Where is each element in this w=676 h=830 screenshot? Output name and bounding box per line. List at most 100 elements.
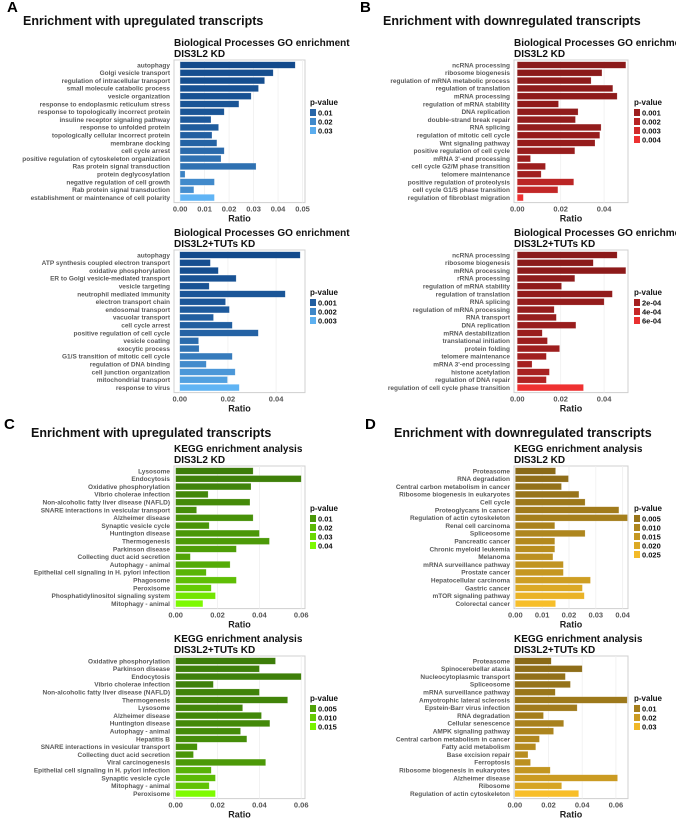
category-label: mRNA surveillance pathway <box>423 562 510 569</box>
bar <box>517 345 560 353</box>
bar <box>175 498 251 506</box>
category-label: Alzheimer disease <box>113 713 170 720</box>
category-label: cell junction organization <box>92 369 170 376</box>
category-label: Cellular senescence <box>447 721 510 728</box>
chart-title: KEGG enrichment analysis <box>514 634 643 645</box>
bar <box>175 766 212 774</box>
category-label: positive regulation of cell cycle <box>414 148 511 155</box>
category-label: Epithelial cell signaling in H. pylori i… <box>34 768 170 775</box>
category-label: Rab protein signal transduction <box>72 187 170 194</box>
category-label: double-strand break repair <box>428 117 511 124</box>
bar <box>179 345 200 353</box>
category-label: translational initiation <box>442 338 510 345</box>
x-tick-label: 0.01 <box>535 611 550 620</box>
bar <box>517 61 627 69</box>
bar <box>515 592 585 600</box>
x-tick-label: 0.04 <box>252 611 267 620</box>
bar <box>179 290 286 298</box>
legend-swatch <box>634 542 640 549</box>
panel-label-d: D <box>365 416 376 433</box>
bar <box>517 100 559 108</box>
legend-swatch <box>310 515 316 522</box>
bar <box>179 170 186 178</box>
legend-swatch <box>310 542 316 549</box>
category-label: DNA replication <box>461 323 510 330</box>
category-label: Parkinson disease <box>113 546 170 553</box>
category-label: regulation of fibroblast migration <box>408 195 510 202</box>
legend-label: 0.005 <box>642 514 661 523</box>
bar <box>175 475 302 483</box>
bar <box>179 329 259 337</box>
category-label: Lysosome <box>138 705 170 712</box>
category-label: establishment or maintenance of cell pol… <box>31 195 171 202</box>
bar <box>517 186 559 194</box>
bar <box>517 282 562 290</box>
bar <box>517 139 596 147</box>
category-label: Ribosome biogenesis in eukaryotes <box>399 768 510 775</box>
category-label: mRNA processing <box>454 94 510 101</box>
bar <box>514 790 579 798</box>
category-label: regulation of mRNA processing <box>413 307 510 314</box>
category-label: positive regulation of proteolysis <box>408 179 511 186</box>
legend-swatch <box>634 308 640 315</box>
bar <box>514 774 618 782</box>
category-label: neutrophil mediated immunity <box>77 291 170 298</box>
legend-swatch <box>634 515 640 522</box>
chart-title: Biological Processes GO enrichment <box>174 228 350 239</box>
bar <box>179 313 214 321</box>
chart-subtitle: DIS3L2+TUTs KD <box>514 239 595 250</box>
category-label: ncRNA processing <box>452 252 510 259</box>
chart-subtitle: DIS3L2+TUTs KD <box>514 645 595 656</box>
category-label: protein folding <box>465 346 511 353</box>
legend-title: p-value <box>634 98 663 107</box>
category-label: regulation of intracellular transport <box>62 78 171 85</box>
x-tick-label: 0.01 <box>197 205 212 214</box>
category-label: Proteasome <box>473 658 511 665</box>
legend-label: 0.005 <box>318 704 337 713</box>
legend-label: 0.03 <box>642 722 657 731</box>
category-label: mRNA 3'-end processing <box>433 156 510 163</box>
bar <box>175 719 271 727</box>
bar <box>517 178 574 186</box>
x-axis-label: Ratio <box>560 214 583 224</box>
legend-swatch <box>310 127 316 134</box>
legend-label: 0.01 <box>318 514 333 523</box>
bar <box>175 592 216 600</box>
category-label: DNA replication <box>461 109 510 116</box>
category-label: vesicle targeting <box>119 284 170 291</box>
bar <box>517 155 531 163</box>
x-tick-label: 0.00 <box>172 395 187 404</box>
legend-swatch <box>310 299 316 306</box>
category-label: Autophagy - animal <box>110 562 171 569</box>
legend-label: 6e-04 <box>642 316 662 325</box>
legend-label: 0.015 <box>318 722 337 731</box>
category-label: Collecting duct acid secretion <box>78 554 170 561</box>
category-label: Viral carcinogenesis <box>107 760 170 767</box>
bar <box>517 108 579 116</box>
bar <box>179 77 265 85</box>
category-label: Endocytosis <box>131 674 170 681</box>
legend-title: p-value <box>634 694 663 703</box>
bar <box>175 704 243 712</box>
category-label: mRNA 3'-end processing <box>433 362 510 369</box>
bar <box>515 498 586 506</box>
category-label: mTOR signaling pathway <box>432 593 510 600</box>
category-label: RNA splicing <box>470 125 510 132</box>
category-label: Synaptic vesicle cycle <box>101 775 170 782</box>
bar <box>517 274 576 282</box>
legend-swatch <box>310 723 316 730</box>
bar <box>175 774 216 782</box>
bar <box>514 696 628 704</box>
category-label: response to virus <box>116 385 171 392</box>
bar <box>514 665 583 673</box>
legend-title: p-value <box>310 504 339 513</box>
chart-a2: Biological Processes GO enrichmentDIS3L2… <box>42 228 351 414</box>
bar <box>175 529 260 537</box>
category-label: cell cycle arrest <box>121 323 171 330</box>
legend-swatch <box>310 533 316 540</box>
panel-title-d: Enrichment with downregulated transcript… <box>394 426 652 440</box>
category-label: Spliceosome <box>470 682 510 689</box>
bar <box>175 743 198 751</box>
